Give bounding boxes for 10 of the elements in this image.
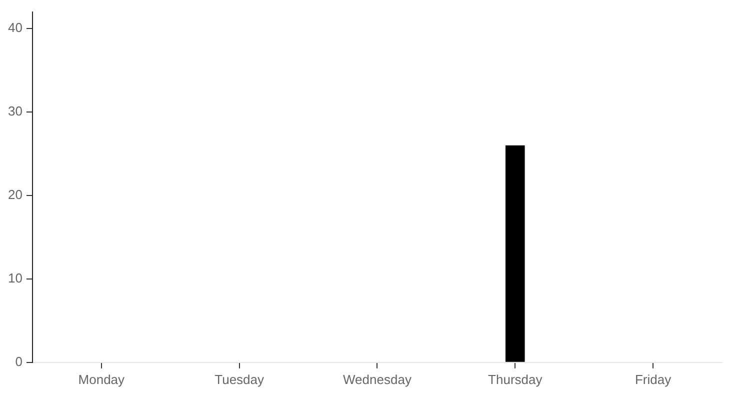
x-tick-label: Thursday <box>488 372 543 387</box>
x-tick-label: Wednesday <box>343 372 412 387</box>
y-tick-label: 10 <box>8 270 22 286</box>
x-tick-label: Monday <box>78 372 126 387</box>
y-tick-label: 0 <box>15 354 22 369</box>
y-tick-label: 30 <box>8 104 22 119</box>
y-tick-label: 40 <box>8 20 22 36</box>
x-tick-label: Tuesday <box>214 372 265 387</box>
x-tick-label: Friday <box>634 372 672 387</box>
y-tick-label: 20 <box>8 187 22 202</box>
